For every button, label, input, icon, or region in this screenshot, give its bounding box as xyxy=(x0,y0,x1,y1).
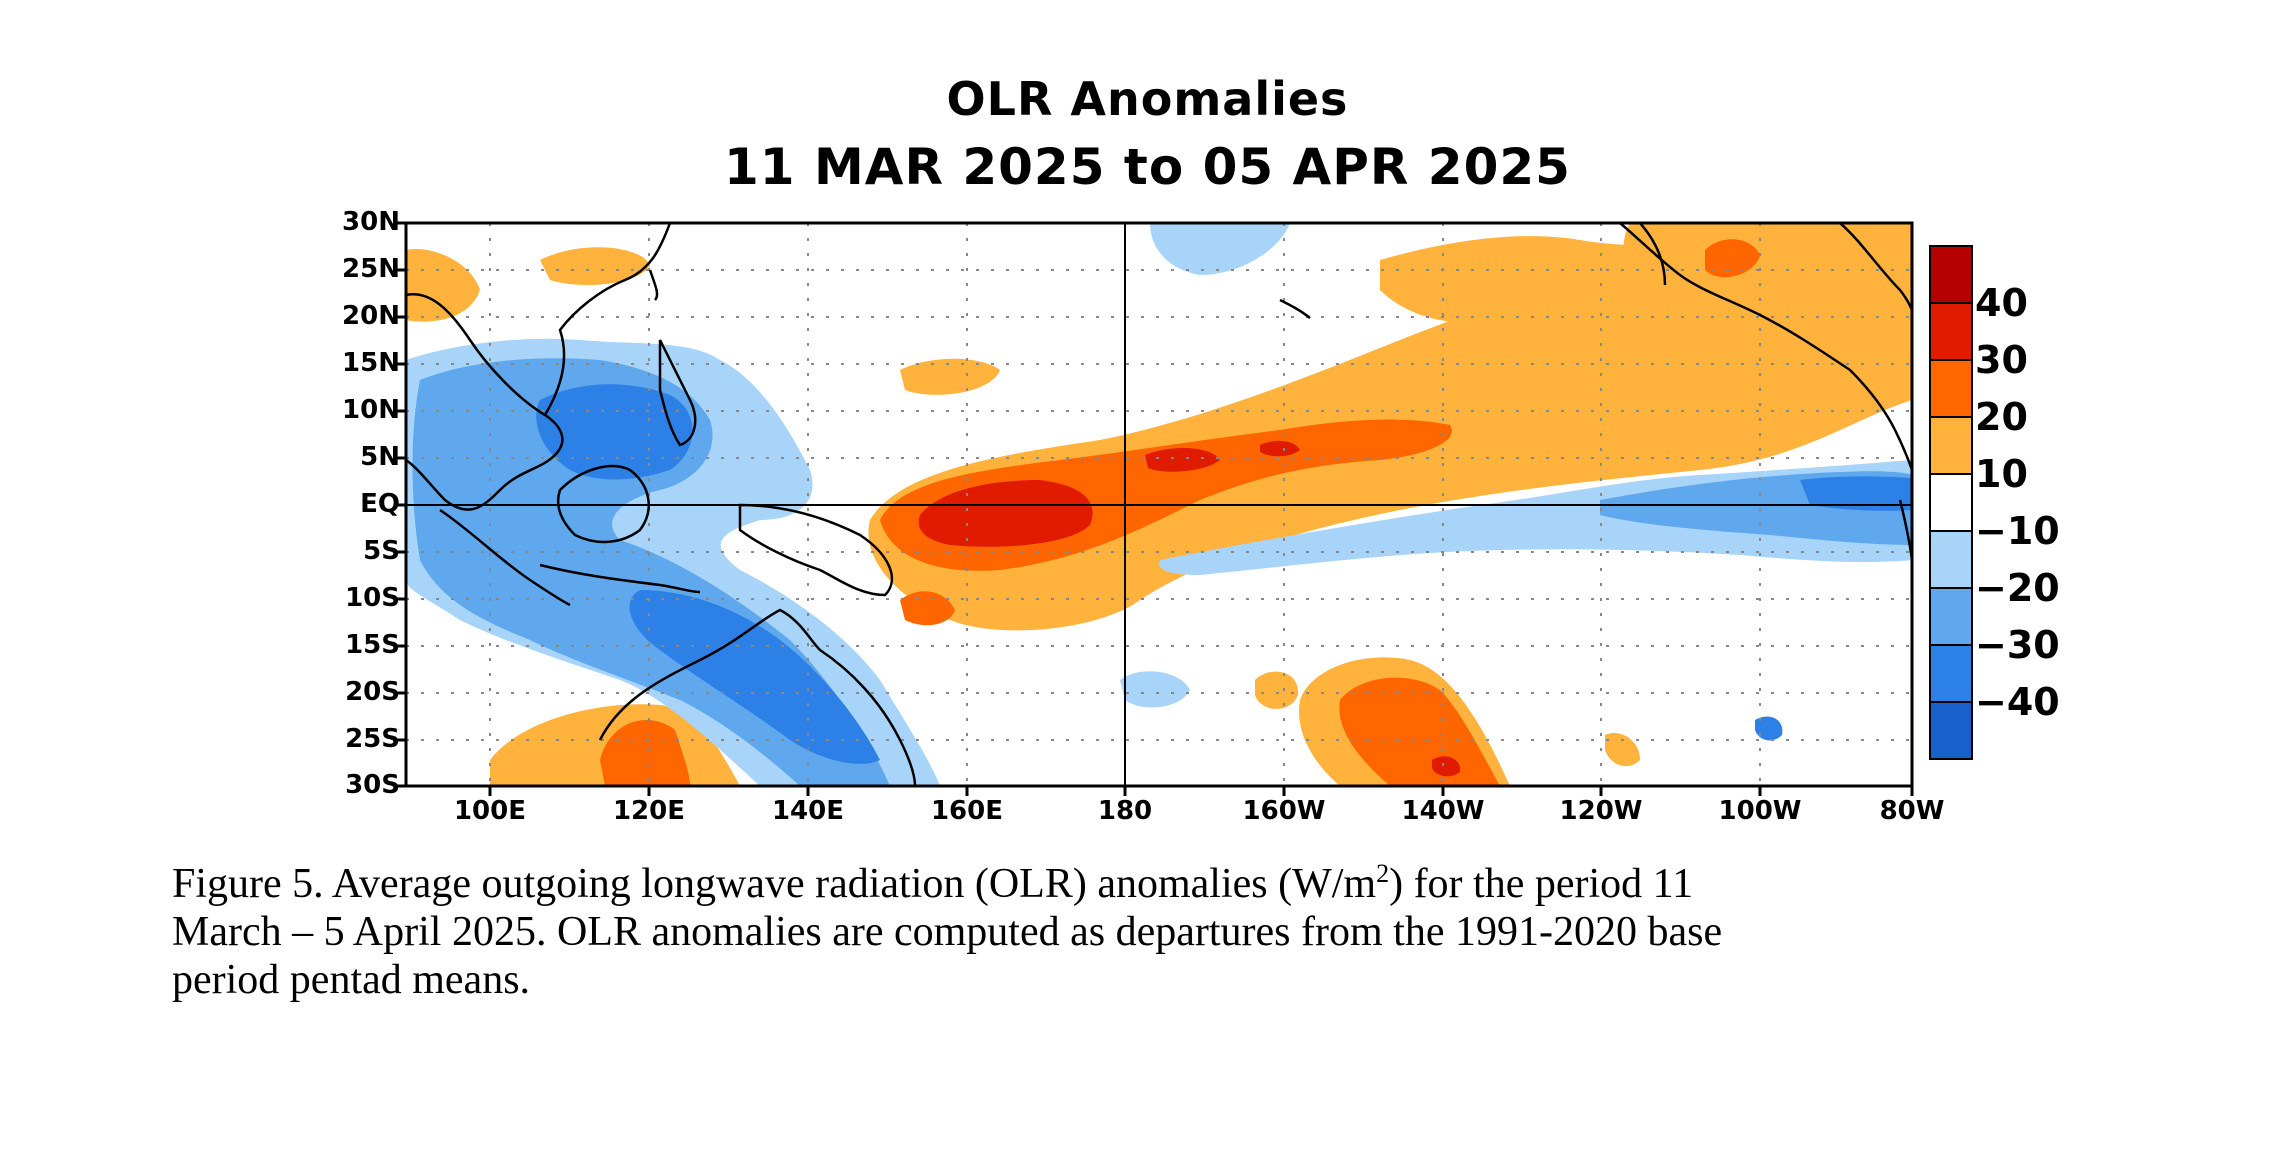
coast-north-america xyxy=(1619,223,1912,471)
anomaly-region-deepblue-australia xyxy=(629,590,880,764)
caption-line-2: March – 5 April 2025. OLR anomalies are … xyxy=(172,909,1723,955)
anomaly-region-red-east xyxy=(1260,440,1300,457)
anomaly-region-warm-small-south xyxy=(1255,671,1299,709)
anomaly-region-red-dateline xyxy=(1145,448,1220,472)
anomaly-region-warm-philippine-sea xyxy=(540,247,650,285)
anomaly-region-orange-coral-sea xyxy=(900,591,955,626)
anomaly-region-warm-nw-corner xyxy=(406,249,480,322)
lon-label-140e: 140E xyxy=(771,796,845,826)
colorbar-label-neg40: −40 xyxy=(1975,680,2060,724)
colorbar-label-40: 40 xyxy=(1975,281,2028,325)
lat-label-5s: 5S xyxy=(363,536,400,566)
colorbar-swatch xyxy=(1929,302,1973,361)
lat-label-eq: EQ xyxy=(360,489,400,519)
anomaly-region-orange-mexico xyxy=(1705,239,1760,278)
anomaly-region-red-south xyxy=(1432,756,1461,777)
lat-label-25s: 25S xyxy=(345,724,400,754)
lon-label-120e: 120E xyxy=(612,796,686,826)
colorbar-swatch xyxy=(1929,416,1973,475)
coast-hawaii xyxy=(1279,298,1311,319)
colorbar xyxy=(1929,245,1973,760)
lon-label-120w: 120W xyxy=(1559,796,1643,826)
colorbar-label-20: 20 xyxy=(1975,395,2028,439)
colorbar-swatch xyxy=(1929,473,1973,532)
coast-new-guinea xyxy=(738,503,894,597)
colorbar-swatch xyxy=(1929,701,1973,760)
map-title: OLR Anomalies xyxy=(946,72,1349,126)
lat-label-10s: 10S xyxy=(345,583,400,613)
anomaly-region-warm-wpac-north xyxy=(900,358,1000,395)
colorbar-swatch xyxy=(1929,587,1973,646)
coast-taiwan xyxy=(648,269,659,301)
colorbar-swatch xyxy=(1929,359,1973,418)
caption-line-1: Figure 5. Average outgoing longwave radi… xyxy=(172,859,1694,908)
lon-label-100e: 100E xyxy=(453,796,527,826)
colorbar-label-neg30: −30 xyxy=(1975,623,2060,667)
anomaly-region-warm-ne-corner xyxy=(1623,223,1912,330)
coast-asia-mainland xyxy=(406,292,564,511)
lat-label-15s: 15S xyxy=(345,630,400,660)
lon-label-80w: 80W xyxy=(1879,796,1945,826)
coast-borneo xyxy=(556,464,650,544)
coast-china xyxy=(543,223,672,416)
anomaly-region-orange-se-pacific xyxy=(1339,677,1500,786)
coast-sumatra xyxy=(439,508,571,607)
anomaly-region-deepblue-southeast xyxy=(1755,716,1783,741)
coast-java xyxy=(539,563,701,594)
lat-label-20n: 20N xyxy=(342,301,400,331)
caption-line-3: period pentad means. xyxy=(172,957,531,1003)
anomaly-region-deepblue-maritime-continent xyxy=(536,384,693,480)
colorbar-swatch xyxy=(1929,530,1973,589)
coast-australia xyxy=(598,608,917,786)
lon-label-160e: 160E xyxy=(930,796,1004,826)
colorbar-label-30: 30 xyxy=(1975,338,2028,382)
lat-label-25n: 25N xyxy=(342,254,400,284)
lat-label-30n: 30N xyxy=(342,207,400,237)
coast-philippines xyxy=(658,339,697,447)
lon-label-140w: 140W xyxy=(1401,796,1485,826)
colorbar-label-neg10: −10 xyxy=(1975,509,2060,553)
lon-label-100w: 100W xyxy=(1718,796,1802,826)
anomaly-region-warm-small-east xyxy=(1605,732,1640,767)
lat-label-10n: 10N xyxy=(342,395,400,425)
lat-label-5n: 5N xyxy=(360,442,400,472)
colorbar-label-neg20: −20 xyxy=(1975,566,2060,610)
coast-baja xyxy=(1639,223,1667,286)
figure-caption: Figure 5. Average outgoing longwave radi… xyxy=(172,860,2072,1004)
lon-label-180: 180 xyxy=(1097,796,1153,826)
colorbar-label-10: 10 xyxy=(1975,452,2028,496)
anomaly-region-red-core xyxy=(918,480,1093,547)
anomaly-region-cool-central-north xyxy=(1150,223,1290,275)
anomaly-region-deepblue-east-pacific xyxy=(1800,476,1912,511)
anomaly-region-cool-south-central xyxy=(1120,671,1190,708)
lat-label-30s: 30S xyxy=(345,770,400,800)
lat-label-20s: 20S xyxy=(345,677,400,707)
map-subtitle: 11 MAR 2025 to 05 APR 2025 xyxy=(724,138,1571,196)
map-gridlines xyxy=(406,223,1912,786)
lat-label-15n: 15N xyxy=(342,348,400,378)
colorbar-swatch xyxy=(1929,245,1973,304)
lon-label-160w: 160W xyxy=(1242,796,1326,826)
map-ticks xyxy=(396,221,1914,796)
colorbar-swatch xyxy=(1929,644,1973,703)
anomaly-region-orange-australia xyxy=(600,720,690,786)
